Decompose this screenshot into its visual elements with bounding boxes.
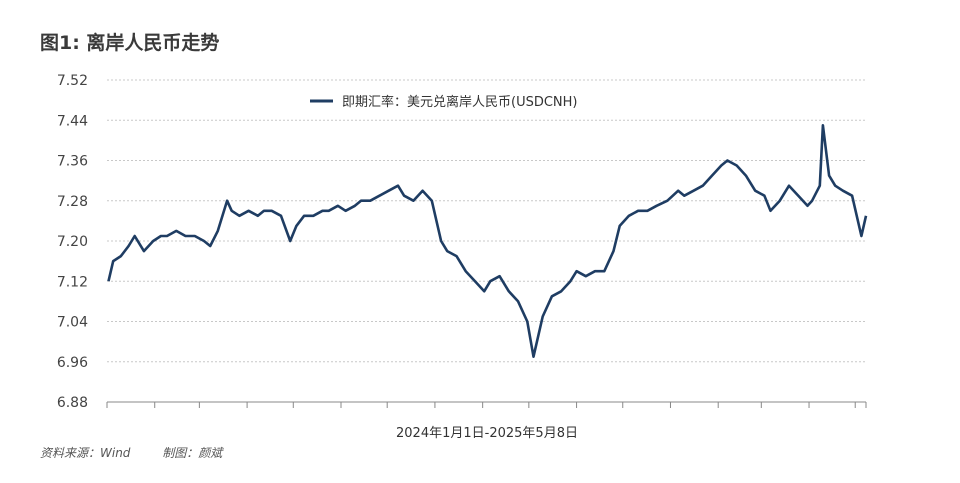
source-text: 资料来源：Wind (40, 446, 131, 460)
x-axis (106, 401, 867, 408)
y-axis-tick-labels: 6.88 6.96 7.04 7.12 7.20 7.28 7.36 7.44 7.52 (57, 73, 88, 411)
y-tick-label: 7.44 (57, 113, 88, 129)
legend: 即期汇率：美元兑离岸人民币(USDCNH) (310, 94, 578, 110)
y-tick-label: 6.96 (57, 355, 88, 371)
y-tick-label: 7.20 (57, 234, 88, 250)
series-line-usdcnh (107, 124, 868, 359)
figure-title: 图1: 离岸人民币走势 (40, 32, 220, 54)
source-line: 资料来源：Wind 制图：颜斌 (40, 444, 250, 461)
grid-lines (107, 79, 866, 363)
legend-label: 即期汇率：美元兑离岸人民币(USDCNH) (342, 94, 578, 110)
x-axis-label: 2024年1月1日-2025年5月8日 (396, 426, 578, 441)
y-tick-label: 6.88 (57, 395, 88, 411)
y-tick-label: 7.52 (57, 73, 88, 89)
y-tick-label: 7.12 (57, 274, 88, 290)
y-tick-label: 7.04 (57, 315, 88, 331)
y-tick-label: 7.36 (57, 154, 88, 170)
y-tick-label: 7.28 (57, 194, 88, 210)
author-text: 制图：颜斌 (162, 446, 223, 460)
series-group (107, 124, 868, 359)
